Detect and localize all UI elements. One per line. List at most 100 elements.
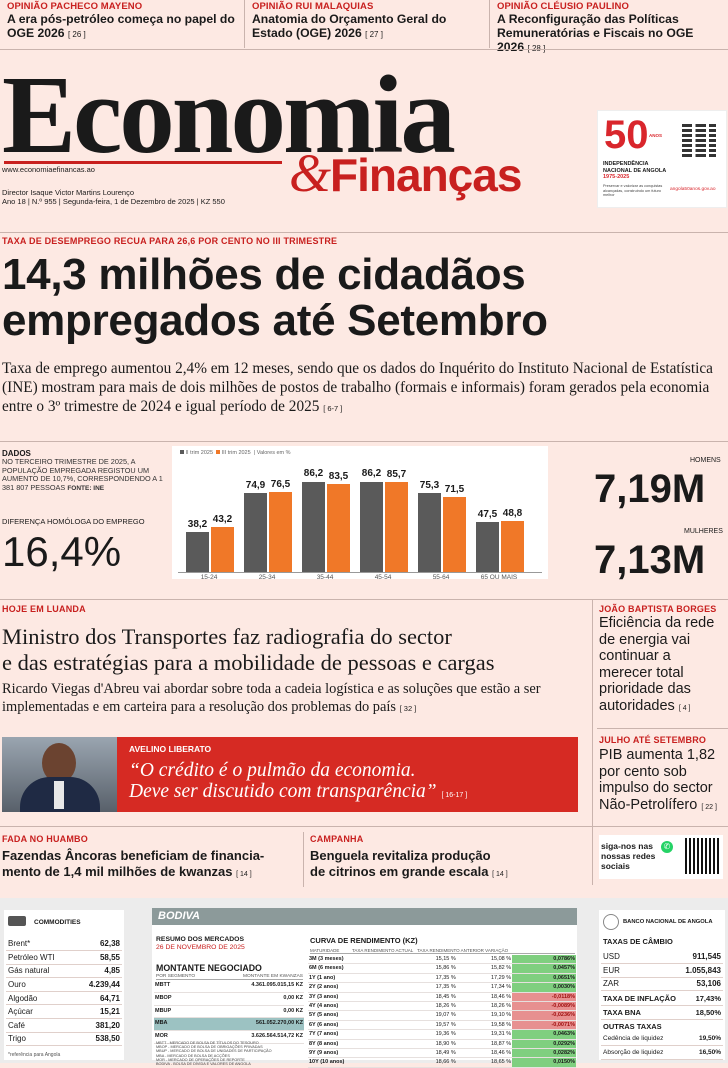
table-cell: 3Y (3 anos) [308, 992, 402, 1003]
table-row: Trigo 538,50 [6, 1032, 122, 1047]
table-cell: 19,36 % [401, 1029, 457, 1040]
table-cell: 16,50% [687, 1045, 723, 1060]
independence-ad[interactable]: 50 ANOS INDEPENDÊNCIA NACIONAL DE ANGOLA 1… [597, 110, 727, 208]
bottom-story-1[interactable]: Fazendas Âncoras beneficiam de financia-… [2, 848, 265, 879]
table-cell: 15,82 % [456, 963, 513, 974]
table-cell: 19,50% [687, 1032, 723, 1047]
table-cell: Ouro [6, 977, 75, 992]
chart-bar [476, 522, 499, 572]
main-headline[interactable]: 14,3 milhões de cidadãos empregados até S… [2, 250, 548, 345]
portrait-head [42, 743, 76, 783]
table-row: 6M (6 meses) 15,86 % 15,82 % 0,0457% [308, 963, 576, 974]
logo-rule [4, 161, 282, 164]
chart-x-axis [178, 572, 542, 573]
curve-table: 3M (3 meses) 15,15 % 15,08 % 0,0786% 6M (6 m… [308, 955, 576, 1068]
chart-category-label: 65 OU MAIS [480, 574, 518, 581]
portrait-shirt [54, 781, 64, 809]
table-cell: 9Y (9 anos) [308, 1048, 402, 1059]
table-cell: -0,0236% [512, 1010, 576, 1021]
chart-data-label: 47,5 [477, 509, 498, 521]
table-cell: Cedência de liquidez [601, 1032, 688, 1047]
whatsapp-icon[interactable]: ✆ [661, 841, 673, 853]
chart-data-label: 43,2 [212, 513, 233, 525]
table-cell: Trigo [6, 1032, 75, 1047]
quote-name: AVELINO LIBERATO [129, 744, 212, 754]
resumo-title: RESUMO DOS MERCADOS [156, 936, 244, 943]
opinion-title: A era pós-petróleo começa no papel do OG… [7, 12, 235, 40]
curve-title: CURVA DE RENDIMENTO (KZ) [310, 936, 418, 945]
table-cell: 18,26 % [401, 1001, 457, 1012]
chart-data-label: 48,8 [502, 507, 523, 519]
social-text: siga-nos nas nossas redes sociais [601, 841, 656, 871]
table-cell: 19,57 % [401, 1020, 457, 1031]
table-row: 8Y (8 anos) 18,90 % 18,87 % 0,0292% [308, 1039, 576, 1050]
table-cell: Açúcar [6, 1004, 75, 1020]
table-cell: 18,45 % [401, 992, 457, 1003]
table-cell: 17,29 % [456, 973, 513, 984]
luanda-headline[interactable]: Ministro dos Transportes faz radiografia… [2, 624, 495, 675]
table-cell: 3.626.564.514,72 KZ [192, 1030, 304, 1044]
side-story-2[interactable]: PIB aumenta 1,82 por cento sob impulso d… [599, 747, 717, 813]
table-row: Gás natural 4,85 [6, 964, 122, 979]
chart-bar [211, 526, 234, 572]
chart-category-label: 45-54 [374, 574, 392, 581]
table-cell: 19,31 % [456, 1029, 513, 1040]
opinion-kicker: OPINIÃO RUI MALAQUIAS [252, 1, 374, 12]
bodiva-note: MBOP - MERCADO DE BOLSA DE OBRIGAÇÕES PR… [156, 1045, 263, 1050]
table-cell: 3M (3 meses) [308, 955, 402, 965]
legend-swatch-iii [216, 450, 221, 454]
bodiva-logo: BODIVA [158, 910, 200, 922]
table-cell: 538,50 [74, 1032, 122, 1047]
opinion-3[interactable]: OPINIÃO CLÉUSIO PAULINO A Reconfiguração… [490, 0, 728, 54]
avelino-photo [2, 737, 117, 812]
ad-link[interactable]: angola50anos.gov.ao [670, 187, 716, 192]
bna-title: BANCO NACIONAL DE ANGOLA [623, 919, 713, 925]
bottom-story-2[interactable]: Benguela revitaliza produção de citrinos … [310, 848, 508, 879]
table-cell: MBOP [154, 992, 193, 1006]
chart-data-label: 76,5 [270, 478, 291, 490]
table-cell: 15,86 % [401, 963, 457, 974]
side-story-1[interactable]: Eficiência da rede de energia vai contin… [599, 615, 715, 714]
table-cell: 53,106 [643, 977, 723, 992]
quote-text: “O crédito é o pulmão da economia. Deve s… [129, 760, 468, 802]
curve-cols: MATURIDADE TAXA RENDIMENTO ACTUAL TAXA R… [310, 948, 575, 954]
table-row: USD 911,545 [601, 950, 723, 965]
column-divider [303, 832, 304, 887]
table-row: ZAR 53,106 [601, 977, 723, 992]
commodities-title: COMMODITIES [34, 919, 81, 926]
chart-category-label: 15-24 [200, 574, 218, 581]
bodiva-note: MBUP - MERCADO DE BOLSA DE UNIDADES DE P… [156, 1049, 272, 1054]
chart-bar [186, 531, 209, 572]
opinion-1[interactable]: OPINIÃO PACHECO MAYENO A era pós-petróle… [0, 0, 245, 48]
table-row: MOR 3.626.564.514,72 KZ [154, 1030, 304, 1044]
table-row: MBUP 0,00 KZ [154, 1005, 304, 1019]
commodities-table: Brent* 62,38 Petróleo WTI 58,55 Gás natural 4… [6, 937, 122, 1047]
opinion-title: Anatomia do Orçamento Geral do Estado (O… [252, 12, 447, 40]
resumo-date: 26 DE NOVEMBRO DE 2025 [156, 944, 245, 951]
chart-data-label: 38,2 [187, 518, 208, 530]
table-row: 4Y (4 anos) 18,26 % 18,26 % -0,0089% [308, 1001, 576, 1012]
employment-chart: II trim 2025 III trim 2025 | Valores em … [172, 446, 548, 581]
other-rates-table: Cedência de liquidez 19,50% Absorção de li… [601, 1032, 723, 1060]
table-row: Açúcar 15,21 [6, 1004, 122, 1020]
social-box[interactable]: siga-nos nas nossas redes sociais ✆ [599, 835, 723, 879]
table-row: Café 381,20 [6, 1018, 122, 1033]
table-cell: 0,0292% [512, 1039, 576, 1050]
opinion-2[interactable]: OPINIÃO RUI MALAQUIAS Anatomia do Orçame… [245, 0, 490, 48]
diff-label: DIFERENÇA HOMÓLOGA DO EMPREGO [2, 517, 145, 526]
table-cell: 7Y (7 anos) [308, 1029, 402, 1040]
table-cell: 0,00 KZ [192, 1005, 304, 1019]
table-row: 2Y (2 anos) 17,35 % 17,34 % 0,0030% [308, 982, 576, 993]
mulheres-value: 7,13M [594, 538, 706, 582]
diff-value: 16,4% [2, 528, 122, 575]
table-cell: 19,07 % [401, 1010, 457, 1021]
table-cell: 0,0457% [512, 963, 576, 974]
table-row: 6Y (6 anos) 19,57 % 19,58 % -0,0071% [308, 1020, 576, 1031]
table-cell: MBTT [154, 980, 193, 993]
quote-box[interactable]: AVELINO LIBERATO “O crédito é o pulmão d… [2, 737, 578, 812]
table-row: MBTT 4.361.095.015,15 KZ [154, 980, 304, 993]
table-cell: MBUP [154, 1005, 193, 1019]
legend-swatch-ii [180, 450, 184, 454]
table-cell: 381,20 [74, 1018, 122, 1033]
chart-bar [501, 520, 524, 572]
